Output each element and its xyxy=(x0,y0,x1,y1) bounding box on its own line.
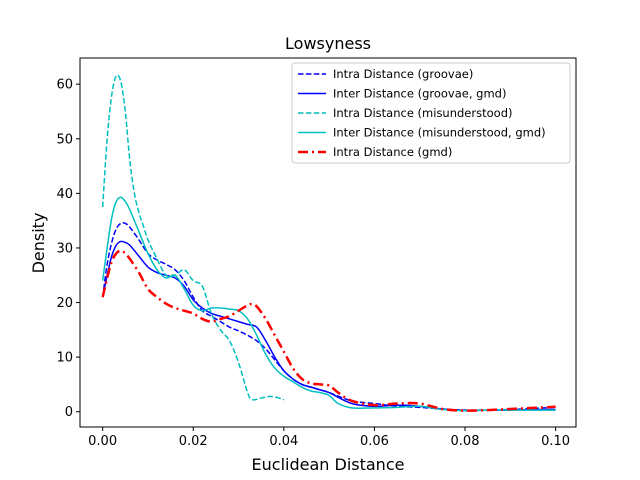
y-tick-label: 20 xyxy=(56,296,73,311)
x-tick-label: 0.10 xyxy=(541,434,570,449)
y-axis-label: Density xyxy=(29,213,48,274)
chart-title: Lowsyness xyxy=(285,34,371,53)
x-tick-label: 0.00 xyxy=(88,434,117,449)
x-tick-label: 0.06 xyxy=(360,434,389,449)
series-line-5 xyxy=(101,249,556,412)
plot-area xyxy=(101,74,556,412)
series-line-4 xyxy=(101,196,556,412)
x-tick-label: 0.02 xyxy=(179,434,208,449)
legend-box xyxy=(291,62,571,164)
x-axis: 0.00 0.02 0.04 0.06 0.08 0.10 xyxy=(88,427,570,449)
y-tick-label: 50 xyxy=(56,132,73,147)
y-tick-label: 60 xyxy=(56,78,73,93)
x-tick-label: 0.08 xyxy=(451,434,480,449)
axes-frame xyxy=(79,57,577,428)
legend-label: Intra Distance (gmd) xyxy=(333,145,452,159)
x-tick-label: 0.04 xyxy=(269,434,298,449)
y-tick-label: 40 xyxy=(56,187,73,202)
y-axis: 0 10 20 30 40 50 60 xyxy=(56,78,80,420)
y-tick-label: 30 xyxy=(56,241,73,256)
legend-label: Inter Distance (misunderstood, gmd) xyxy=(333,126,546,140)
y-tick-label: 0 xyxy=(65,405,73,420)
legend-label: Inter Distance (groovae, gmd) xyxy=(333,87,506,101)
y-tick-label: 10 xyxy=(56,351,73,366)
legend: Intra Distance (groovae) Inter Distance (… xyxy=(291,62,571,164)
x-axis-label: Euclidean Distance xyxy=(252,455,405,474)
legend-label: Intra Distance (groovae) xyxy=(333,67,473,81)
series-line-1 xyxy=(101,222,556,411)
legend-label: Intra Distance (misunderstood) xyxy=(333,106,512,120)
